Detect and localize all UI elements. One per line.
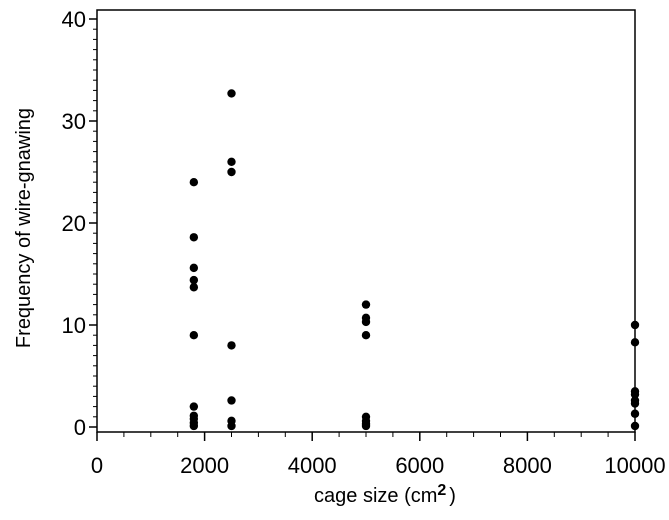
x-axis-title-main: cage size (cm <box>314 485 437 507</box>
y-tick-label: 10 <box>62 313 86 338</box>
x-tick-labels: 0 2000 4000 6000 8000 10000 <box>91 453 666 478</box>
data-point <box>361 421 371 431</box>
data-point <box>189 402 199 411</box>
x-tick-label: 6000 <box>395 453 444 478</box>
x-tick-label: 4000 <box>288 453 337 478</box>
x-tick-label: 2000 <box>180 453 229 478</box>
data-point <box>630 399 640 408</box>
x-tick-label: 8000 <box>503 453 552 478</box>
x-tick-label: 0 <box>91 453 103 478</box>
plot-area-frame <box>96 9 636 433</box>
x-minor-ticks <box>123 432 609 437</box>
data-point <box>227 396 236 405</box>
data-point <box>227 157 236 166</box>
data-point <box>227 341 236 350</box>
y-minor-ticks <box>93 28 97 418</box>
data-point <box>630 421 640 431</box>
data-points <box>189 89 640 431</box>
data-point <box>189 178 199 187</box>
y-tick-label: 30 <box>62 109 86 134</box>
x-major-ticks <box>96 432 636 441</box>
y-major-ticks <box>89 18 97 428</box>
y-tick-label: 0 <box>74 415 86 440</box>
data-point <box>630 320 640 330</box>
data-point <box>361 317 371 327</box>
data-point <box>227 167 236 177</box>
data-point <box>630 409 640 418</box>
data-point <box>630 338 640 347</box>
data-point <box>189 275 199 285</box>
data-point <box>189 233 199 242</box>
x-axis-title-superscript: 2 <box>437 482 446 499</box>
y-tick-labels: 0 10 20 30 40 <box>62 7 86 440</box>
x-tick-label: 10000 <box>604 453 665 478</box>
data-point <box>361 331 371 340</box>
data-point <box>227 89 236 98</box>
y-tick-label: 20 <box>62 211 86 236</box>
x-axis-title-suffix: ) <box>449 485 456 507</box>
data-point <box>361 300 371 309</box>
y-axis-title: Frequency of wire-gnawing <box>13 108 35 348</box>
data-point <box>189 331 199 340</box>
data-point <box>189 283 199 292</box>
data-point <box>189 421 199 431</box>
y-tick-label: 40 <box>62 7 86 32</box>
data-point <box>227 421 236 431</box>
x-axis-title: cage size (cm2) <box>314 482 456 507</box>
data-point <box>189 263 199 273</box>
data-point <box>630 390 640 399</box>
